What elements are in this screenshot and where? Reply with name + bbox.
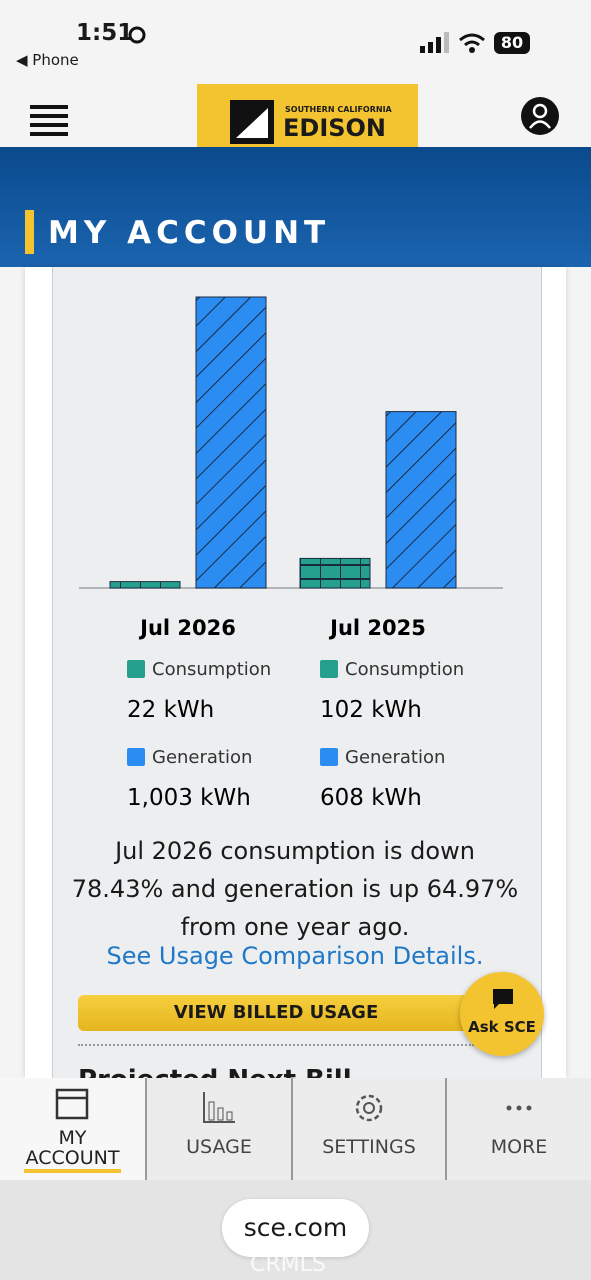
banner-accent [25,210,34,254]
view-billed-usage-button[interactable]: VIEW BILLED USAGE [78,995,474,1031]
nav-icon [506,1105,532,1111]
ask-sce-label: Ask SCE [468,1018,536,1036]
value-label: 1,003 kWh [127,785,251,811]
gear-status [128,26,146,44]
logo[interactable]: SOUTHERN CALIFORNIA EDISON [197,84,418,159]
bar-texture [109,581,181,589]
chat-icon [493,989,513,1009]
legend-swatch [320,748,338,766]
usage-chart: Jul 2026 Consumption 22 kWh Generation 1,003… [79,296,503,811]
legend-swatch [127,748,145,766]
wifi [459,33,485,53]
value-label: 22 kWh [127,697,214,723]
signal [420,32,449,53]
comparison-link[interactable]: See Usage Comparison Details. [106,942,484,970]
nav-settings[interactable]: SETTINGS [293,1078,447,1180]
bar-texture [299,557,371,589]
value-label: 608 kWh [320,785,422,811]
logo-icon [230,100,274,144]
nav-icon [355,1094,383,1122]
nav-label: USAGE [186,1136,252,1158]
nav-icon [55,1088,89,1120]
watermark: CRMLS [250,1252,326,1277]
nav-label: MY ACCOUNT [25,1127,120,1169]
legend-label: Consumption [345,659,464,680]
url-field[interactable]: sce.com [222,1199,369,1257]
time: 1:51 [76,20,134,46]
legend-swatch [320,660,338,678]
menu-button[interactable] [30,105,68,137]
legend-label: Generation [345,747,445,768]
divider [78,1044,474,1046]
nav-icon [203,1092,235,1123]
logo-small: SOUTHERN CALIFORNIA [285,105,392,114]
legend-label: Consumption [152,659,271,680]
bar-texture [195,296,267,589]
legend-label: Generation [152,747,252,768]
legend-swatch [127,660,145,678]
summary: Jul 2026 consumption is down 78.43% and … [71,837,519,941]
next-section-title: Projected Next Bill [78,1062,352,1078]
bar-texture [385,411,457,589]
logo-big: EDISON [283,114,387,142]
back-app[interactable]: ◀ Phone [16,51,79,69]
nav-label: MORE [490,1136,548,1158]
category-label: Jul 2025 [328,616,426,640]
nav-label: SETTINGS [322,1136,416,1158]
category-label: Jul 2026 [138,616,236,640]
ask-sce-button[interactable]: Ask SCE [460,972,544,1056]
nav-more[interactable]: MORE [447,1078,591,1180]
nav-active-bar [24,1169,121,1173]
nav-usage[interactable]: USAGE [147,1078,293,1180]
battery: 80 [494,32,530,54]
page-title: MY ACCOUNT [48,215,331,251]
banner: MY ACCOUNT [0,147,591,267]
nav-my-account[interactable]: MY ACCOUNT [0,1078,147,1180]
value-label: 102 kWh [320,697,422,723]
profile-button[interactable] [521,97,559,135]
